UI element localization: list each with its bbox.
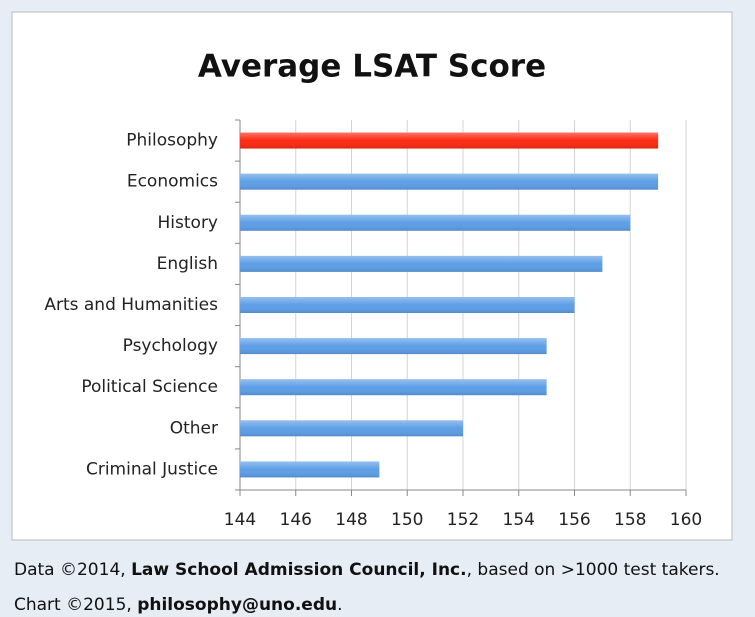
- x-tick-label: 156: [558, 510, 590, 530]
- footer-segment: Law School Admission Council, Inc.: [131, 560, 467, 580]
- x-tick-label: 160: [670, 510, 702, 530]
- y-tick-label: Economics: [127, 172, 218, 192]
- x-tick-label: 148: [335, 510, 367, 530]
- y-tick-label: Political Science: [81, 377, 218, 397]
- y-tick-label: Psychology: [123, 336, 218, 356]
- chart-frame: [11, 11, 733, 541]
- bar-shine: [240, 297, 575, 313]
- x-tick-label: 152: [447, 510, 479, 530]
- x-tick-label: 146: [280, 510, 312, 530]
- footer-segment: philosophy@uno.edu: [137, 595, 337, 615]
- x-tick-label: 158: [614, 510, 646, 530]
- y-tick-label: History: [158, 213, 218, 233]
- y-tick-label: Arts and Humanities: [44, 295, 218, 315]
- bar-shine: [240, 173, 659, 190]
- bar-shine: [240, 461, 380, 478]
- x-tick-label: 150: [391, 510, 423, 530]
- y-tick-label: Philosophy: [126, 131, 218, 151]
- chart-title: Average LSAT Score: [198, 49, 546, 85]
- x-tick-label: 154: [503, 510, 535, 530]
- footer-segment: .: [337, 595, 342, 615]
- y-tick-label: Criminal Justice: [86, 459, 218, 479]
- bar-shine: [240, 338, 547, 355]
- footer-segment: , based on >1000 test takers.: [467, 560, 720, 580]
- y-tick-label: Other: [170, 418, 218, 438]
- bar-shine: [240, 132, 659, 149]
- footer-segment: Data ©2014,: [14, 560, 131, 580]
- bar-shine: [240, 214, 631, 231]
- bar-shine: [240, 420, 463, 437]
- y-tick-label: English: [157, 254, 218, 274]
- footer-segment: Chart ©2015,: [14, 595, 137, 615]
- footer-line: Chart ©2015, philosophy@uno.edu.: [14, 595, 343, 615]
- bar-shine: [240, 255, 603, 272]
- bar-shine: [240, 379, 547, 396]
- footer-line: Data ©2014, Law School Admission Council…: [14, 560, 720, 580]
- x-tick-label: 144: [224, 510, 256, 530]
